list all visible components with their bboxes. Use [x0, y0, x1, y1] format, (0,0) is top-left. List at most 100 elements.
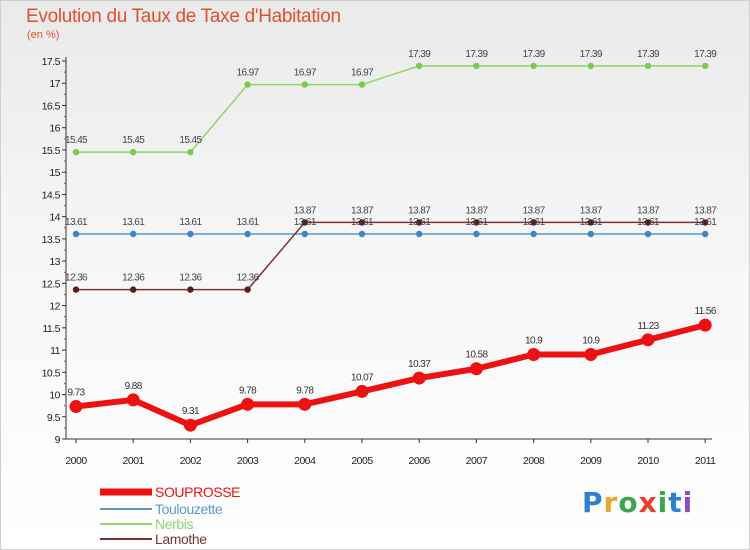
data-point-nerbis [702, 62, 709, 70]
data-label-souprosse: 10.58 [465, 350, 488, 361]
data-label-toulouzette: 13.61 [122, 217, 145, 228]
data-label-toulouzette: 13.61 [294, 217, 317, 228]
series-line-lamothe [75, 221, 706, 291]
data-label-lamothe: 13.87 [580, 205, 603, 216]
data-label-nerbis: 17.39 [465, 49, 488, 60]
data-label-lamothe: 12.36 [122, 273, 145, 284]
data-point-nerbis [644, 62, 652, 70]
data-label-lamothe: 12.36 [179, 273, 202, 284]
data-point-lamothe [130, 286, 137, 293]
y-tick-label: 12 [49, 301, 60, 313]
data-label-souprosse: 9.78 [296, 385, 314, 396]
data-label-nerbis: 17.39 [580, 49, 603, 60]
data-point-souprosse [126, 393, 140, 407]
data-point-souprosse [412, 371, 426, 385]
logo-letter: x [638, 486, 658, 519]
data-label-toulouzette: 13.61 [465, 217, 488, 228]
data-point-toulouzette [244, 230, 251, 238]
data-point-souprosse [241, 397, 255, 411]
data-label-lamothe: 13.87 [294, 205, 317, 216]
y-tick-label: 9.5 [47, 412, 61, 424]
data-point-toulouzette [187, 230, 194, 238]
y-tick-label: 15 [49, 167, 60, 179]
data-point-lamothe [72, 286, 80, 293]
data-point-nerbis [72, 148, 80, 156]
data-point-souprosse [355, 384, 369, 398]
y-tick-label: 16.5 [42, 100, 61, 112]
y-tick-label: 11 [50, 345, 61, 357]
x-tick-label: 2004 [294, 455, 316, 467]
x-tick-label: 2001 [123, 455, 145, 467]
y-tick-label: 16 [49, 123, 60, 135]
data-label-souprosse: 11.56 [695, 306, 717, 317]
y-tick-label: 10 [49, 390, 60, 402]
data-label-nerbis: 16.97 [351, 68, 374, 79]
data-point-souprosse [183, 418, 197, 432]
x-tick-label: 2007 [466, 455, 488, 467]
data-label-lamothe: 13.87 [408, 205, 431, 216]
x-tick-label: 2008 [523, 455, 545, 467]
data-point-nerbis [130, 148, 137, 156]
data-label-nerbis: 17.39 [637, 49, 660, 60]
data-point-nerbis [473, 62, 480, 70]
data-label-lamothe: 12.36 [65, 273, 88, 284]
data-label-souprosse: 10.37 [408, 359, 431, 370]
data-label-nerbis: 15.45 [179, 135, 202, 146]
logo-letter: r [603, 486, 619, 519]
x-tick-label: 2011 [695, 455, 716, 467]
data-point-lamothe [244, 286, 251, 293]
data-point-nerbis [358, 81, 366, 88]
data-point-toulouzette [358, 230, 366, 238]
x-tick-label: 2010 [637, 455, 659, 467]
y-tick-label: 11.5 [42, 323, 60, 335]
data-point-lamothe [416, 219, 423, 226]
logo-letter: o [618, 486, 639, 519]
data-point-lamothe [473, 219, 480, 226]
y-tick-label: 14 [49, 212, 60, 224]
y-tick-label: 15.5 [42, 145, 61, 157]
data-label-lamothe: 13.87 [523, 205, 546, 216]
data-label-toulouzette: 13.61 [237, 217, 260, 228]
data-label-nerbis: 17.39 [408, 49, 431, 60]
x-tick-label: 2003 [237, 455, 259, 467]
y-tick-label: 9 [55, 434, 61, 446]
data-label-toulouzette: 13.61 [351, 217, 374, 228]
data-point-toulouzette [416, 230, 423, 238]
data-label-toulouzette: 13.61 [694, 217, 717, 228]
y-tick-label: 10.5 [42, 367, 61, 379]
data-label-lamothe: 13.87 [351, 205, 374, 216]
data-label-souprosse: 10.9 [525, 336, 543, 347]
data-point-toulouzette [702, 230, 709, 238]
x-tick-label: 2000 [65, 455, 87, 467]
y-tick-label: 17.5 [42, 56, 61, 68]
data-label-toulouzette: 13.61 [179, 217, 202, 228]
data-point-nerbis [301, 81, 308, 88]
data-point-nerbis [187, 148, 194, 156]
y-tick-label: 17 [49, 78, 60, 90]
y-tick-label: 14.5 [42, 189, 61, 201]
data-point-nerbis [530, 62, 537, 70]
data-label-toulouzette: 13.61 [408, 217, 431, 228]
data-point-souprosse [69, 400, 83, 414]
data-point-souprosse [469, 362, 483, 376]
data-point-lamothe [358, 219, 366, 226]
logo-letter: P [582, 486, 604, 519]
x-tick-label: 2005 [351, 455, 373, 467]
data-label-lamothe: 13.87 [637, 205, 660, 216]
data-point-toulouzette [130, 230, 137, 238]
data-label-souprosse: 9.73 [67, 388, 85, 399]
data-point-nerbis [587, 62, 594, 70]
legend-label-toulouzette: Toulouzette [155, 501, 223, 517]
data-point-toulouzette [301, 230, 308, 238]
legend-label-lamothe: Lamothe [155, 531, 207, 547]
data-label-toulouzette: 13.61 [523, 217, 546, 228]
data-label-souprosse: 10.9 [582, 336, 600, 347]
data-point-lamothe [187, 286, 194, 293]
legend-label-souprosse: SOUPROSSE [155, 484, 240, 500]
data-label-souprosse: 11.23 [637, 321, 659, 332]
chart-subtitle: (en %) [27, 29, 60, 41]
data-point-toulouzette [530, 230, 537, 238]
y-tick-label: 13 [49, 256, 60, 268]
